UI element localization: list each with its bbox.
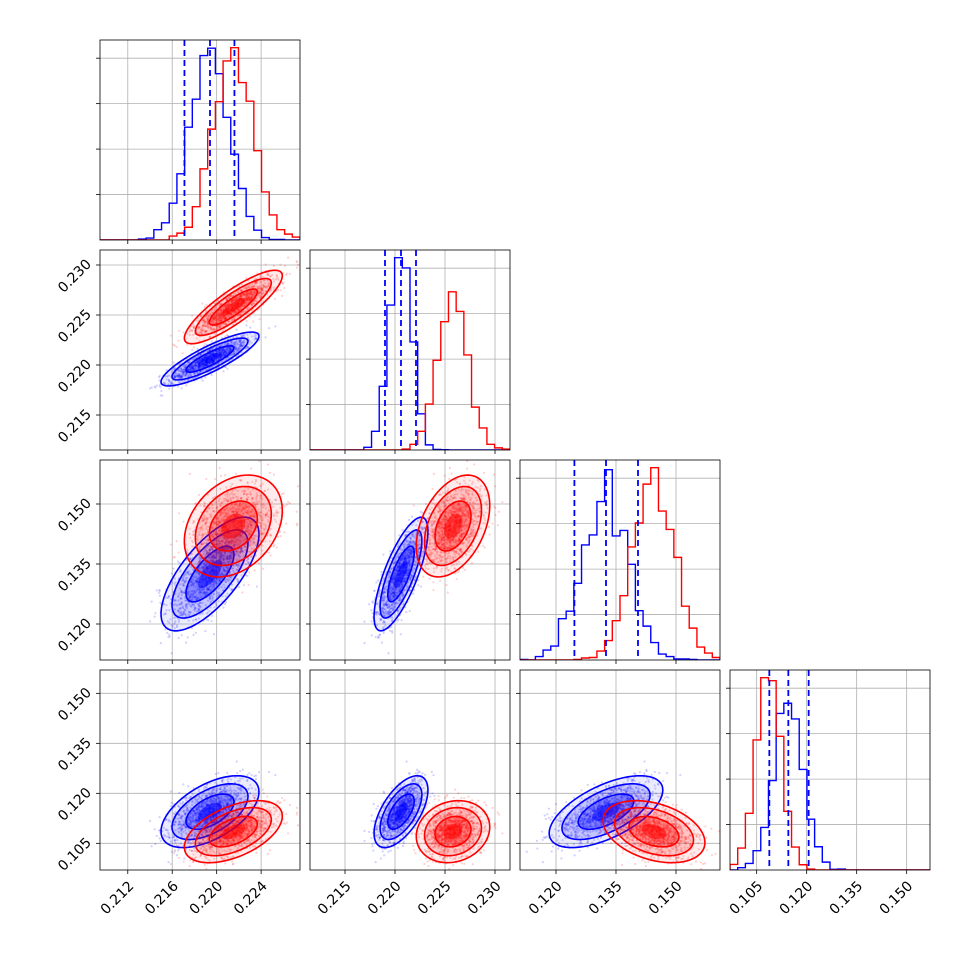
panel-1-0: 0.215 0.220 0.225 0.230: [55, 249, 301, 454]
y-tick-label: 0.215: [55, 407, 95, 447]
panel-frame: [519, 459, 721, 661]
x-tick-label: 0.150: [646, 878, 686, 918]
hist-series-1: [100, 46, 300, 240]
x-tick-label: 0.225: [415, 878, 455, 918]
y-tick-label: 0.105: [55, 835, 95, 875]
x-tick-label: 0.220: [365, 878, 405, 918]
contour-series-0-level-3: [394, 560, 408, 588]
hist-series-0: [520, 468, 720, 660]
grid: [310, 460, 510, 660]
panel-0-0: [96, 39, 301, 244]
x-tick-label: 0.150: [877, 878, 917, 918]
panel-frame: [99, 39, 301, 241]
panel-2-1: [306, 459, 511, 664]
x-tick-label: 0.135: [586, 878, 626, 918]
x-tick-label: 0.220: [187, 878, 227, 918]
y-tick-label: 0.225: [55, 307, 95, 347]
panel-frame: [309, 459, 511, 661]
panel-3-0: 0.212 0.216 0.220 0.224 0.105 0.120 0.135 0.150: [55, 669, 301, 918]
contour-series-1-level-3: [444, 824, 462, 840]
x-tick-label: 0.215: [315, 878, 355, 918]
y-tick-label: 0.120: [55, 785, 95, 825]
panel-frame: [309, 249, 511, 451]
grid: [730, 670, 930, 870]
hist-series-1: [520, 466, 720, 660]
panel-3-2: 0.120 0.135 0.150: [516, 669, 721, 918]
grid: [100, 460, 300, 660]
y-tick-label: 0.220: [55, 357, 95, 397]
panel-frame: [519, 669, 721, 871]
panel-3-3: 0.105 0.120 0.135 0.150: [726, 669, 931, 918]
x-tick-label: 0.216: [142, 878, 182, 918]
hist-series-0: [310, 256, 510, 450]
panel-1-1: [306, 249, 511, 454]
grid: [520, 460, 720, 660]
panel-frame: [729, 669, 931, 871]
panel-frame: [99, 669, 301, 871]
panel-3-1: 0.215 0.220 0.225 0.230: [306, 669, 511, 918]
panel-frame: [99, 249, 301, 451]
x-tick-label: 0.230: [465, 878, 505, 918]
y-tick-label: 0.135: [55, 735, 95, 775]
panel-2-0: 0.120 0.135 0.150: [55, 459, 301, 664]
x-tick-label: 0.224: [231, 878, 271, 918]
y-tick-label: 0.230: [55, 257, 95, 297]
contour-series-1-level-3: [221, 824, 246, 840]
contour-series-1-level-3: [221, 298, 246, 316]
grid: [310, 670, 510, 870]
x-tick-label: 0.135: [827, 878, 867, 918]
contour-series-0-level-3: [198, 352, 222, 366]
panel-frame: [309, 669, 511, 871]
contour-series-0-level-3: [394, 802, 408, 821]
hist-series-1: [730, 676, 930, 870]
y-tick-label: 0.135: [55, 556, 95, 596]
y-tick-label: 0.150: [55, 496, 95, 536]
x-tick-label: 0.120: [777, 878, 817, 918]
x-tick-label: 0.105: [727, 878, 767, 918]
x-tick-label: 0.120: [526, 878, 566, 918]
contour-series-1-level-3: [641, 824, 667, 840]
x-tick-label: 0.212: [98, 878, 138, 918]
panel-2-2: [516, 459, 721, 664]
grid: [100, 670, 300, 870]
contour-series-0-level-3: [198, 560, 222, 588]
hist-series-1: [310, 291, 510, 450]
contour-series-1-level-3: [444, 513, 462, 539]
panel-frame: [99, 459, 301, 661]
y-tick-label: 0.120: [55, 616, 95, 656]
contour-series-0-level-3: [198, 802, 222, 821]
y-tick-label: 0.150: [55, 685, 95, 725]
contour-series-1-level-3: [221, 513, 246, 539]
hist-series-0: [100, 47, 300, 240]
hist-series-0: [730, 702, 930, 870]
